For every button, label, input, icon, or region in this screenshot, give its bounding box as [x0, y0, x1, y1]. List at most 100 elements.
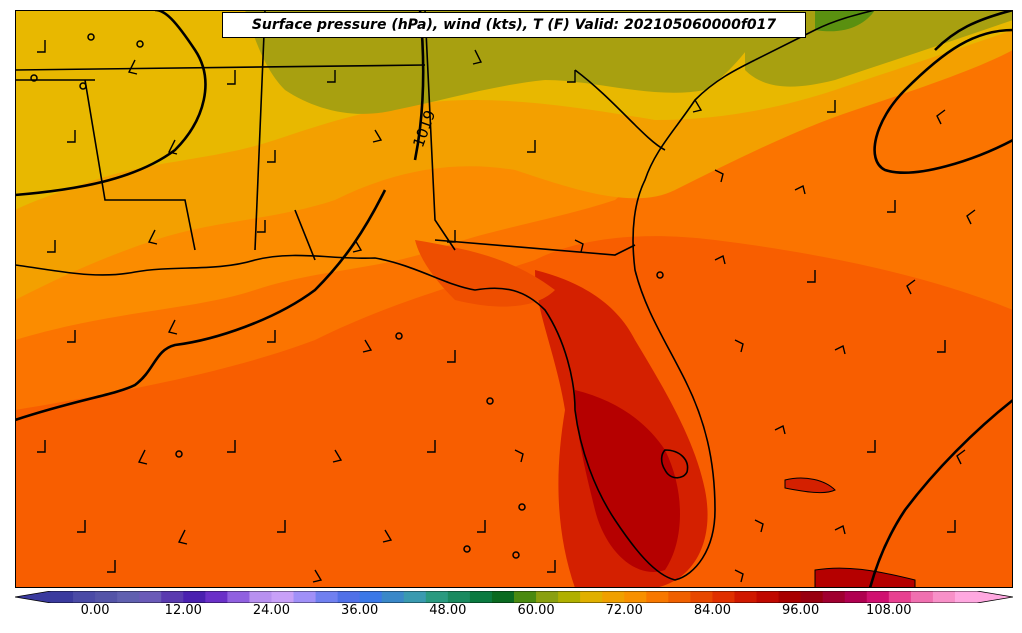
wind-barb — [77, 520, 86, 533]
colorbar-segment — [51, 591, 74, 603]
wind-barb — [574, 239, 584, 253]
temp-field-orange-red — [415, 240, 555, 307]
calm-circle — [30, 74, 38, 82]
colorbar-tick-label: 72.00 — [605, 603, 643, 618]
wind-barb — [267, 150, 276, 163]
colorbar-segment — [866, 591, 890, 603]
wind-barb — [167, 139, 178, 155]
colorbar-segment — [558, 591, 581, 603]
colorbar-tick-label: 24.00 — [252, 603, 291, 618]
wind-barb — [887, 200, 896, 213]
wind-barb — [382, 529, 393, 543]
wind-barb — [227, 440, 236, 453]
wind-barb — [67, 330, 76, 343]
wind-barb — [936, 109, 946, 125]
wind-barb — [807, 270, 816, 283]
colorbar-segment — [646, 591, 669, 603]
wind-barb — [937, 340, 946, 353]
isobar-se — [868, 398, 1013, 588]
colorbar-segment — [293, 591, 317, 603]
colorbar-segment — [734, 591, 758, 603]
colorbar-segment — [536, 591, 559, 603]
colorbar-segment — [381, 591, 405, 603]
isobars — [15, 10, 1013, 588]
colorbar-segment — [602, 591, 625, 603]
wind-barb — [794, 184, 806, 195]
calm-circle — [512, 551, 520, 559]
calm-circle — [87, 33, 95, 41]
wind-barb — [834, 344, 846, 355]
colorbar-segment — [954, 591, 978, 603]
coastline-atlantic — [754, 10, 876, 61]
wind-barb — [906, 279, 916, 295]
wind-barb — [692, 99, 703, 113]
colorbar-segment — [271, 591, 295, 603]
colorbar-segment — [822, 591, 846, 603]
colorbar-segment — [227, 591, 251, 603]
map-title: Surface pressure (hPa), wind (kts), T (F… — [222, 12, 806, 38]
wind-barb — [127, 59, 138, 75]
wind-barb — [327, 70, 336, 83]
wind-barb — [267, 330, 276, 343]
colorbar-segment — [403, 591, 427, 603]
wind-barb — [37, 440, 46, 453]
colorbar-segment — [249, 591, 273, 603]
coastlines — [15, 10, 876, 581]
temp-field-olive-ne — [745, 10, 1013, 87]
colorbar-segment — [425, 591, 449, 603]
coastline-gulf — [15, 59, 756, 581]
colorbar-tick-label: 0.00 — [80, 603, 110, 618]
map-panel: 1019 — [15, 10, 1013, 588]
wind-barb — [147, 229, 158, 245]
colorbar-segment — [73, 591, 96, 603]
wind-barb — [107, 560, 116, 573]
isobar-west-upper — [15, 10, 207, 197]
colorbar-segment — [712, 591, 736, 603]
colorbar-segment — [491, 591, 515, 603]
colorbar-segment — [315, 591, 339, 603]
wind-barb — [332, 449, 343, 463]
wind-barb — [527, 140, 536, 153]
colorbar-tick-label: 60.00 — [517, 603, 555, 618]
isobar-ne-loop — [873, 28, 1013, 174]
wind-barb — [447, 230, 456, 243]
colorbar-tick-label: 108.00 — [866, 603, 912, 618]
wind-barb — [372, 129, 383, 143]
wind-barb — [362, 339, 373, 353]
colorbar-segment — [359, 591, 383, 603]
colorbar-segment — [161, 591, 184, 603]
wind-barb — [447, 350, 456, 363]
wind-barb — [514, 449, 524, 463]
wind-barb — [352, 239, 363, 253]
colorbar-segment — [800, 591, 824, 603]
colorbar-tick-label: 36.00 — [341, 603, 379, 618]
isobar-gulf — [15, 189, 387, 422]
calm-circle — [656, 271, 664, 279]
wind-barb — [734, 339, 744, 353]
wind-barb — [714, 254, 726, 265]
colorbar-segment — [778, 591, 802, 603]
calm-circle — [486, 397, 494, 405]
calm-circle — [79, 82, 87, 90]
wind-barb — [714, 169, 724, 183]
wind-barb — [827, 100, 836, 113]
colorbar-segment — [514, 591, 537, 603]
colorbar-tick-label: 96.00 — [782, 603, 820, 618]
wind-barb — [966, 209, 976, 225]
land-bahamas — [784, 477, 836, 494]
colorbar-segment — [469, 591, 493, 603]
colorbar-segment — [580, 591, 603, 603]
colorbar-tick-label: 12.00 — [164, 603, 202, 618]
wind-barb — [547, 560, 556, 573]
colorbar-segment — [756, 591, 780, 603]
wind-barb — [834, 524, 846, 535]
wind-barb — [47, 240, 56, 253]
colorbar-segment — [888, 591, 912, 603]
colorbar-tick-labels: 0.00 12.00 24.00 36.00 48.00 60.00 72.00 84.00 9… — [0, 603, 1022, 625]
temp-field-green — [815, 10, 875, 32]
wind-barb — [567, 70, 576, 83]
state-border-tn — [15, 64, 426, 71]
isobar-ne-edge — [934, 10, 1013, 51]
colorbar-segment — [337, 591, 361, 603]
wind-barb — [774, 424, 786, 435]
